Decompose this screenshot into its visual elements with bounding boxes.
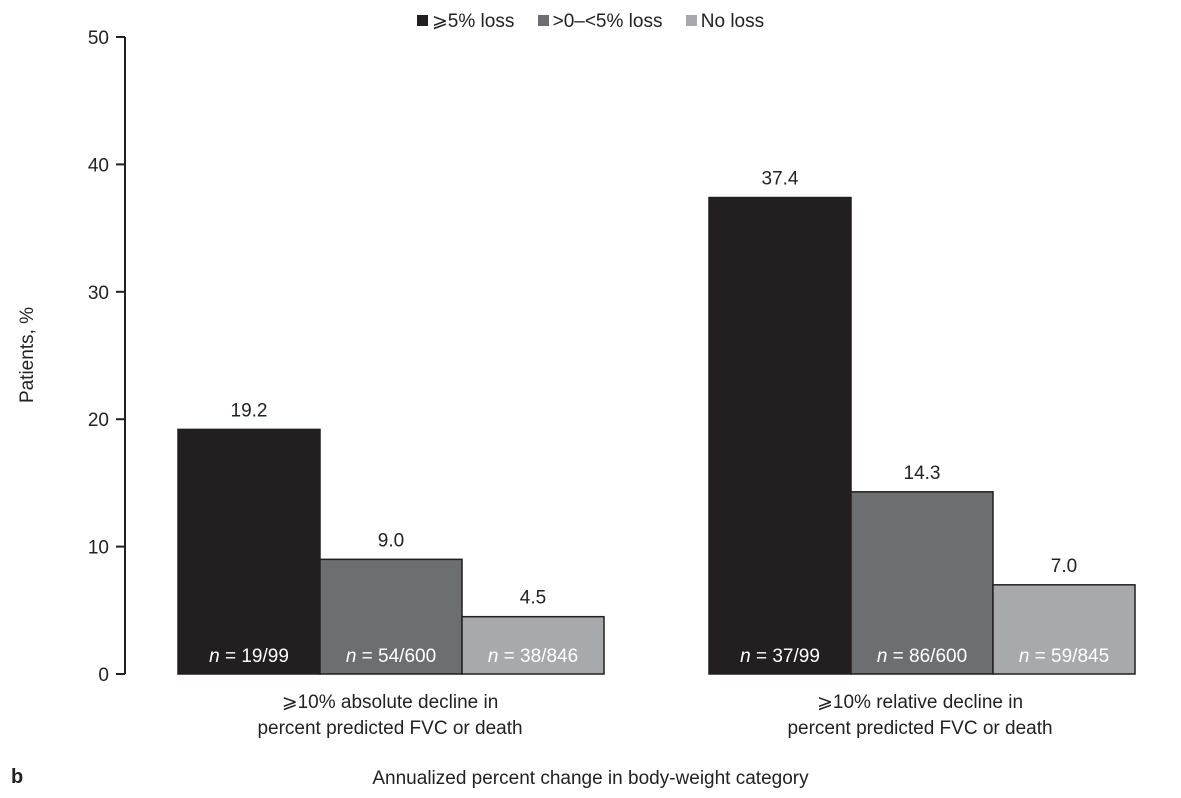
bar-value-label: 4.5 [520, 588, 546, 609]
bar-n-label: n = 19/99 [209, 646, 289, 667]
y-tick-label: 50 [88, 28, 109, 49]
bar-value-label: 9.0 [378, 530, 404, 551]
category-label-line: ⩾10% absolute decline in [281, 692, 499, 713]
legend-item-5pct-loss: ⩾5% loss [416, 10, 515, 33]
y-axis-label: Patients, % [17, 306, 38, 404]
bar-n-label: n = 86/600 [877, 646, 967, 667]
x-axis-label: Annualized percent change in body-weight… [372, 768, 809, 789]
category-label-line: ⩾10% relative decline in [816, 692, 1024, 713]
bar-value-label: 19.2 [231, 400, 268, 421]
legend: ⩾5% loss >0–<5% loss No loss [0, 10, 1181, 33]
y-axis: 0 10 20 30 40 50 [88, 28, 126, 686]
y-tick-label: 20 [88, 410, 109, 431]
bar [177, 428, 321, 675]
legend-label: ⩾5% loss [431, 11, 515, 32]
category-label-line: percent predicted FVC or death [787, 718, 1053, 739]
bars: 19.2 n = 19/99 37.4 n = 37/99 9.0 n = 54/600 1… [177, 169, 1136, 675]
legend-swatch [537, 15, 549, 26]
legend-swatch [416, 15, 428, 26]
y-tick-label: 30 [88, 283, 109, 304]
y-tick-label: 10 [88, 538, 109, 559]
bar-value-label: 37.4 [762, 169, 799, 190]
bar-n-label: n = 59/845 [1019, 646, 1109, 667]
category-label-absolute: ⩾10% absolute decline in percent predict… [210, 690, 570, 742]
bar-n-label: n = 38/846 [488, 646, 578, 667]
bar [992, 584, 1136, 675]
category-label-relative: ⩾10% relative decline in percent predict… [740, 690, 1100, 742]
bar-value-label: 14.3 [904, 463, 941, 484]
panel-letter: b [11, 766, 24, 788]
bar [319, 558, 463, 675]
legend-item-0-5pct-loss: >0–<5% loss [537, 11, 663, 33]
bar-n-label: n = 54/600 [346, 646, 436, 667]
bar-n-label: n = 37/99 [740, 646, 820, 667]
bar [850, 491, 994, 675]
legend-label: >0–<5% loss [552, 11, 663, 32]
category-label-line: percent predicted FVC or death [257, 718, 523, 739]
bar [461, 615, 605, 675]
legend-item-no-loss: No loss [685, 11, 765, 33]
y-tick-label: 40 [88, 155, 109, 176]
legend-label: No loss [700, 11, 765, 32]
y-tick-label: 0 [98, 665, 109, 686]
legend-swatch [685, 15, 697, 26]
bar-value-label: 7.0 [1051, 556, 1077, 577]
bar [708, 196, 852, 675]
